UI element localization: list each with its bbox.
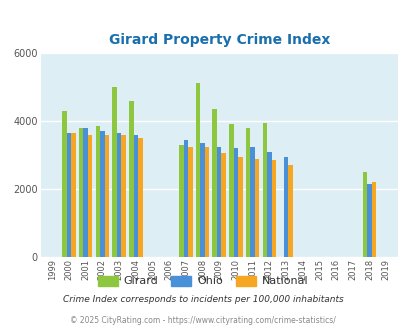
- Bar: [133, 135, 138, 257]
- Legend: Girard, Ohio, National: Girard, Ohio, National: [93, 271, 312, 291]
- Bar: [288, 165, 292, 257]
- Bar: [104, 135, 109, 257]
- Bar: [121, 135, 126, 257]
- Bar: [112, 87, 117, 257]
- Bar: [283, 157, 288, 257]
- Bar: [245, 128, 250, 257]
- Bar: [216, 147, 221, 257]
- Bar: [71, 133, 76, 257]
- Bar: [204, 147, 209, 257]
- Bar: [233, 148, 238, 257]
- Bar: [129, 101, 133, 257]
- Bar: [138, 138, 142, 257]
- Bar: [117, 133, 121, 257]
- Bar: [83, 128, 88, 257]
- Bar: [195, 83, 200, 257]
- Bar: [100, 131, 104, 257]
- Bar: [188, 147, 192, 257]
- Bar: [183, 140, 188, 257]
- Bar: [66, 133, 71, 257]
- Bar: [371, 182, 375, 257]
- Bar: [179, 145, 183, 257]
- Bar: [266, 152, 271, 257]
- Bar: [367, 184, 371, 257]
- Bar: [271, 160, 275, 257]
- Text: Crime Index corresponds to incidents per 100,000 inhabitants: Crime Index corresponds to incidents per…: [62, 295, 343, 304]
- Bar: [262, 123, 266, 257]
- Bar: [88, 135, 92, 257]
- Bar: [200, 143, 204, 257]
- Bar: [362, 172, 367, 257]
- Bar: [238, 157, 242, 257]
- Bar: [62, 111, 66, 257]
- Bar: [79, 128, 83, 257]
- Title: Girard Property Crime Index: Girard Property Crime Index: [108, 33, 329, 48]
- Bar: [250, 147, 254, 257]
- Bar: [212, 109, 216, 257]
- Bar: [254, 158, 259, 257]
- Bar: [221, 153, 226, 257]
- Text: © 2025 CityRating.com - https://www.cityrating.com/crime-statistics/: © 2025 CityRating.com - https://www.city…: [70, 316, 335, 325]
- Bar: [228, 124, 233, 257]
- Bar: [95, 126, 100, 257]
